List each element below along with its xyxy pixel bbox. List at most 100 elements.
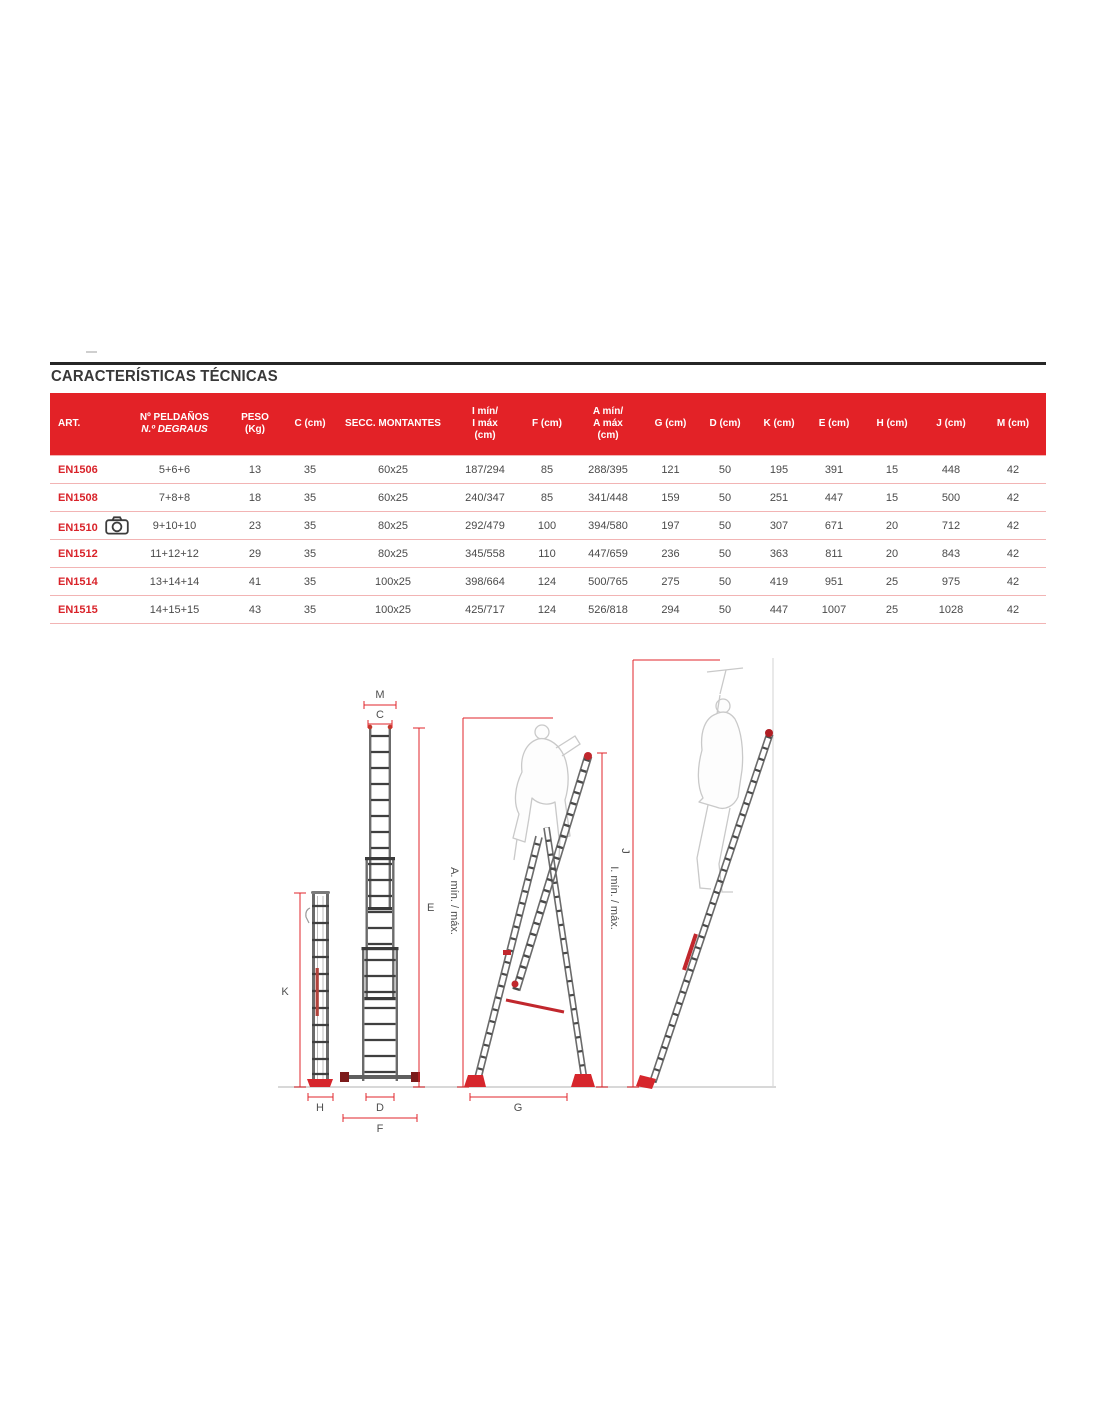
cell-d: 50 bbox=[698, 595, 752, 624]
cell-m: 42 bbox=[980, 539, 1046, 568]
cell-j: 975 bbox=[922, 567, 980, 596]
cell-i: 425/717 bbox=[449, 595, 521, 624]
dim-line-H bbox=[307, 1093, 334, 1101]
cell-g: 197 bbox=[643, 511, 698, 540]
cell-d: 50 bbox=[698, 455, 752, 484]
cell-i: 187/294 bbox=[449, 455, 521, 484]
cell-c: 35 bbox=[283, 511, 337, 540]
dim-label-e: E bbox=[427, 902, 434, 914]
dim-label-h: H bbox=[316, 1102, 324, 1114]
cell-k: 363 bbox=[752, 539, 806, 568]
col-header-g: G (cm) bbox=[643, 393, 698, 456]
col-header-k: K (cm) bbox=[752, 393, 806, 456]
cell-peso: 23 bbox=[227, 511, 283, 540]
cell-peso: 29 bbox=[227, 539, 283, 568]
ladder-foot bbox=[636, 1075, 656, 1089]
col-header-f: F (cm) bbox=[521, 393, 573, 456]
spec-section: CARACTERÍSTICAS TÉCNICAS ART. Nº PELDAÑO… bbox=[50, 362, 1046, 624]
cell-peso: 43 bbox=[227, 595, 283, 624]
cell-art: EN1512 bbox=[50, 539, 122, 568]
cell-steps: 11+12+12 bbox=[122, 539, 227, 568]
cell-e: 951 bbox=[806, 567, 862, 596]
col-header-d: D (cm) bbox=[698, 393, 752, 456]
col-header-e: E (cm) bbox=[806, 393, 862, 456]
dim-line-D bbox=[365, 1093, 395, 1101]
spec-table: ART. Nº PELDAÑOS N.º DEGRAUS PESO (Kg) C… bbox=[50, 393, 1046, 624]
cell-h: 20 bbox=[862, 511, 922, 540]
col-header-i: I mín/ I máx (cm) bbox=[449, 393, 521, 456]
cell-secc: 80x25 bbox=[337, 539, 449, 568]
cell-steps: 7+8+8 bbox=[122, 483, 227, 512]
dim-line-K bbox=[294, 892, 306, 1088]
cell-steps: 14+15+15 bbox=[122, 595, 227, 624]
cell-g: 236 bbox=[643, 539, 698, 568]
cell-k: 307 bbox=[752, 511, 806, 540]
cell-a: 341/448 bbox=[573, 483, 643, 512]
cell-secc: 100x25 bbox=[337, 595, 449, 624]
dim-label-a-range: A. mín. / máx. bbox=[448, 867, 460, 935]
cell-h: 25 bbox=[862, 567, 922, 596]
ladder-foot bbox=[307, 1079, 333, 1087]
diagram-closed-ladder bbox=[305, 891, 333, 1087]
dim-line-I-minmax bbox=[596, 752, 608, 1088]
cell-a: 526/818 bbox=[573, 595, 643, 624]
cell-m: 42 bbox=[980, 483, 1046, 512]
cell-i: 292/479 bbox=[449, 511, 521, 540]
dim-line-J bbox=[627, 659, 720, 1088]
cell-g: 275 bbox=[643, 567, 698, 596]
cell-j: 843 bbox=[922, 539, 980, 568]
cell-art: EN1506 bbox=[50, 455, 122, 484]
cell-g: 121 bbox=[643, 455, 698, 484]
dim-label-d: D bbox=[376, 1102, 384, 1114]
cell-steps: 13+14+14 bbox=[122, 567, 227, 596]
cell-i: 240/347 bbox=[449, 483, 521, 512]
cell-j: 712 bbox=[922, 511, 980, 540]
col-header-a: A mín/ A máx (cm) bbox=[573, 393, 643, 456]
cell-m: 42 bbox=[980, 595, 1046, 624]
article-code: EN1510 bbox=[58, 522, 98, 534]
col-header-c: C (cm) bbox=[283, 393, 337, 456]
cell-a: 394/580 bbox=[573, 511, 643, 540]
person-on-stepladder-sketch bbox=[512, 724, 581, 861]
cell-k: 195 bbox=[752, 455, 806, 484]
cell-art: EN1510 bbox=[50, 511, 129, 540]
cell-steps: 9+10+10 bbox=[122, 511, 227, 540]
cell-k: 251 bbox=[752, 483, 806, 512]
cell-f: 85 bbox=[521, 455, 573, 484]
col-header-m: M (cm) bbox=[980, 393, 1046, 456]
dim-line-C bbox=[367, 720, 393, 728]
dim-line-A-minmax bbox=[457, 717, 553, 1088]
cell-m: 42 bbox=[980, 567, 1046, 596]
ladder-foot bbox=[571, 1074, 595, 1087]
dim-label-i-range: I. mín. / máx. bbox=[608, 866, 620, 930]
cell-f: 85 bbox=[521, 483, 573, 512]
cell-secc: 80x25 bbox=[337, 511, 449, 540]
cell-a: 447/659 bbox=[573, 539, 643, 568]
page-title: CARACTERÍSTICAS TÉCNICAS bbox=[51, 368, 278, 385]
ladder-foot bbox=[464, 1075, 486, 1087]
table-row: EN1510 9+10+10 23 35 80x25 292/479 100 3… bbox=[50, 511, 1046, 540]
cell-d: 50 bbox=[698, 567, 752, 596]
cell-g: 159 bbox=[643, 483, 698, 512]
cell-c: 35 bbox=[283, 567, 337, 596]
col-header-h: H (cm) bbox=[862, 393, 922, 456]
dim-label-c: C bbox=[376, 709, 384, 721]
person-on-leaning-ladder-sketch bbox=[696, 667, 744, 893]
cell-f: 110 bbox=[521, 539, 573, 568]
cell-d: 50 bbox=[698, 539, 752, 568]
table-row: EN1506 5+6+6 13 35 60x25 187/294 85 288/… bbox=[50, 455, 1046, 484]
col-header-peso: PESO (Kg) bbox=[227, 393, 283, 456]
cell-a: 288/395 bbox=[573, 455, 643, 484]
cell-m: 42 bbox=[980, 511, 1046, 540]
ladder-diagrams: K H M C E D F bbox=[278, 658, 776, 1135]
cell-e: 391 bbox=[806, 455, 862, 484]
cell-d: 50 bbox=[698, 511, 752, 540]
cell-c: 35 bbox=[283, 595, 337, 624]
cell-peso: 41 bbox=[227, 567, 283, 596]
section-divider bbox=[50, 362, 1046, 365]
table-row: EN1508 7+8+8 18 35 60x25 240/347 85 341/… bbox=[50, 483, 1046, 512]
diagram-leaning-ladder bbox=[636, 729, 774, 1089]
cell-e: 671 bbox=[806, 511, 862, 540]
col-header-secc: SECC. MONTANTES bbox=[337, 393, 449, 456]
cell-i: 345/558 bbox=[449, 539, 521, 568]
